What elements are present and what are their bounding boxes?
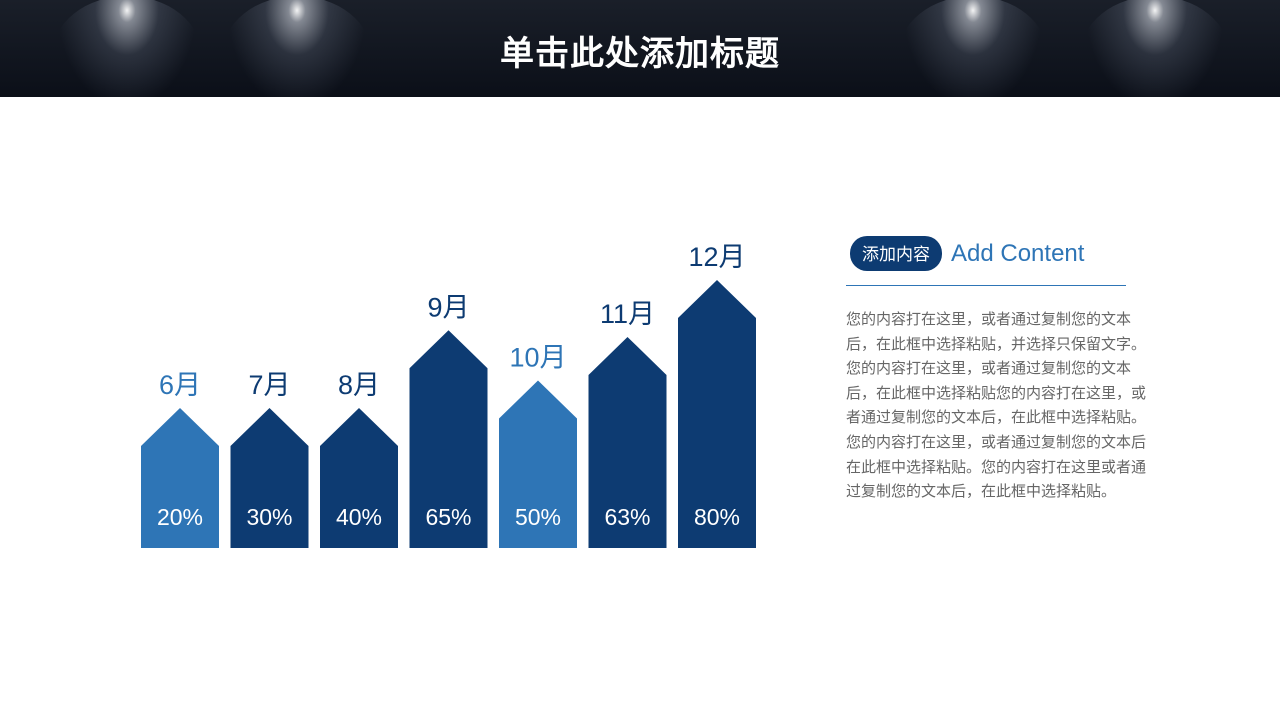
spotlight-icon xyxy=(52,0,202,97)
category-label: 8月 xyxy=(338,370,380,400)
spotlight-icon xyxy=(1080,0,1230,97)
bar-chart: 20% 6月 30% 7月 40% 8月 65% 9月 50% 10月 63% 11月 80% 12月 xyxy=(141,242,756,548)
category-label: 6月 xyxy=(159,370,201,400)
value-label: 63% xyxy=(604,504,650,530)
heading-divider xyxy=(846,285,1126,286)
bar-5 xyxy=(499,380,577,548)
value-label: 65% xyxy=(425,504,471,530)
bar-2 xyxy=(230,408,309,548)
bar-1 xyxy=(141,408,219,548)
bar-7 xyxy=(678,280,756,548)
header-banner: 单击此处添加标题 xyxy=(0,0,1280,97)
value-label: 20% xyxy=(157,504,203,530)
add-content-heading[interactable]: Add Content xyxy=(951,239,1085,267)
category-label: 10月 xyxy=(509,343,566,373)
bar-6 xyxy=(588,336,667,548)
content-tag: 添加内容 xyxy=(850,236,942,271)
content-heading: 添加内容 Add Content xyxy=(850,236,1084,271)
category-label: 12月 xyxy=(688,242,745,272)
value-label: 50% xyxy=(515,504,561,530)
category-label: 9月 xyxy=(427,292,469,322)
content-body[interactable]: 您的内容打在这里，或者通过复制您的文本后，在此框中选择粘贴，并选择只保留文字。您… xyxy=(846,311,1147,501)
category-label: 7月 xyxy=(248,370,290,400)
value-label: 40% xyxy=(336,504,382,530)
bar-3 xyxy=(320,408,398,548)
category-label: 11月 xyxy=(600,299,655,329)
spotlight-icon xyxy=(222,0,372,97)
value-label: 80% xyxy=(694,504,740,530)
bar-4 xyxy=(409,330,488,548)
spotlight-icon xyxy=(898,0,1048,97)
page-title[interactable]: 单击此处添加标题 xyxy=(500,35,780,73)
value-label: 30% xyxy=(246,504,292,530)
